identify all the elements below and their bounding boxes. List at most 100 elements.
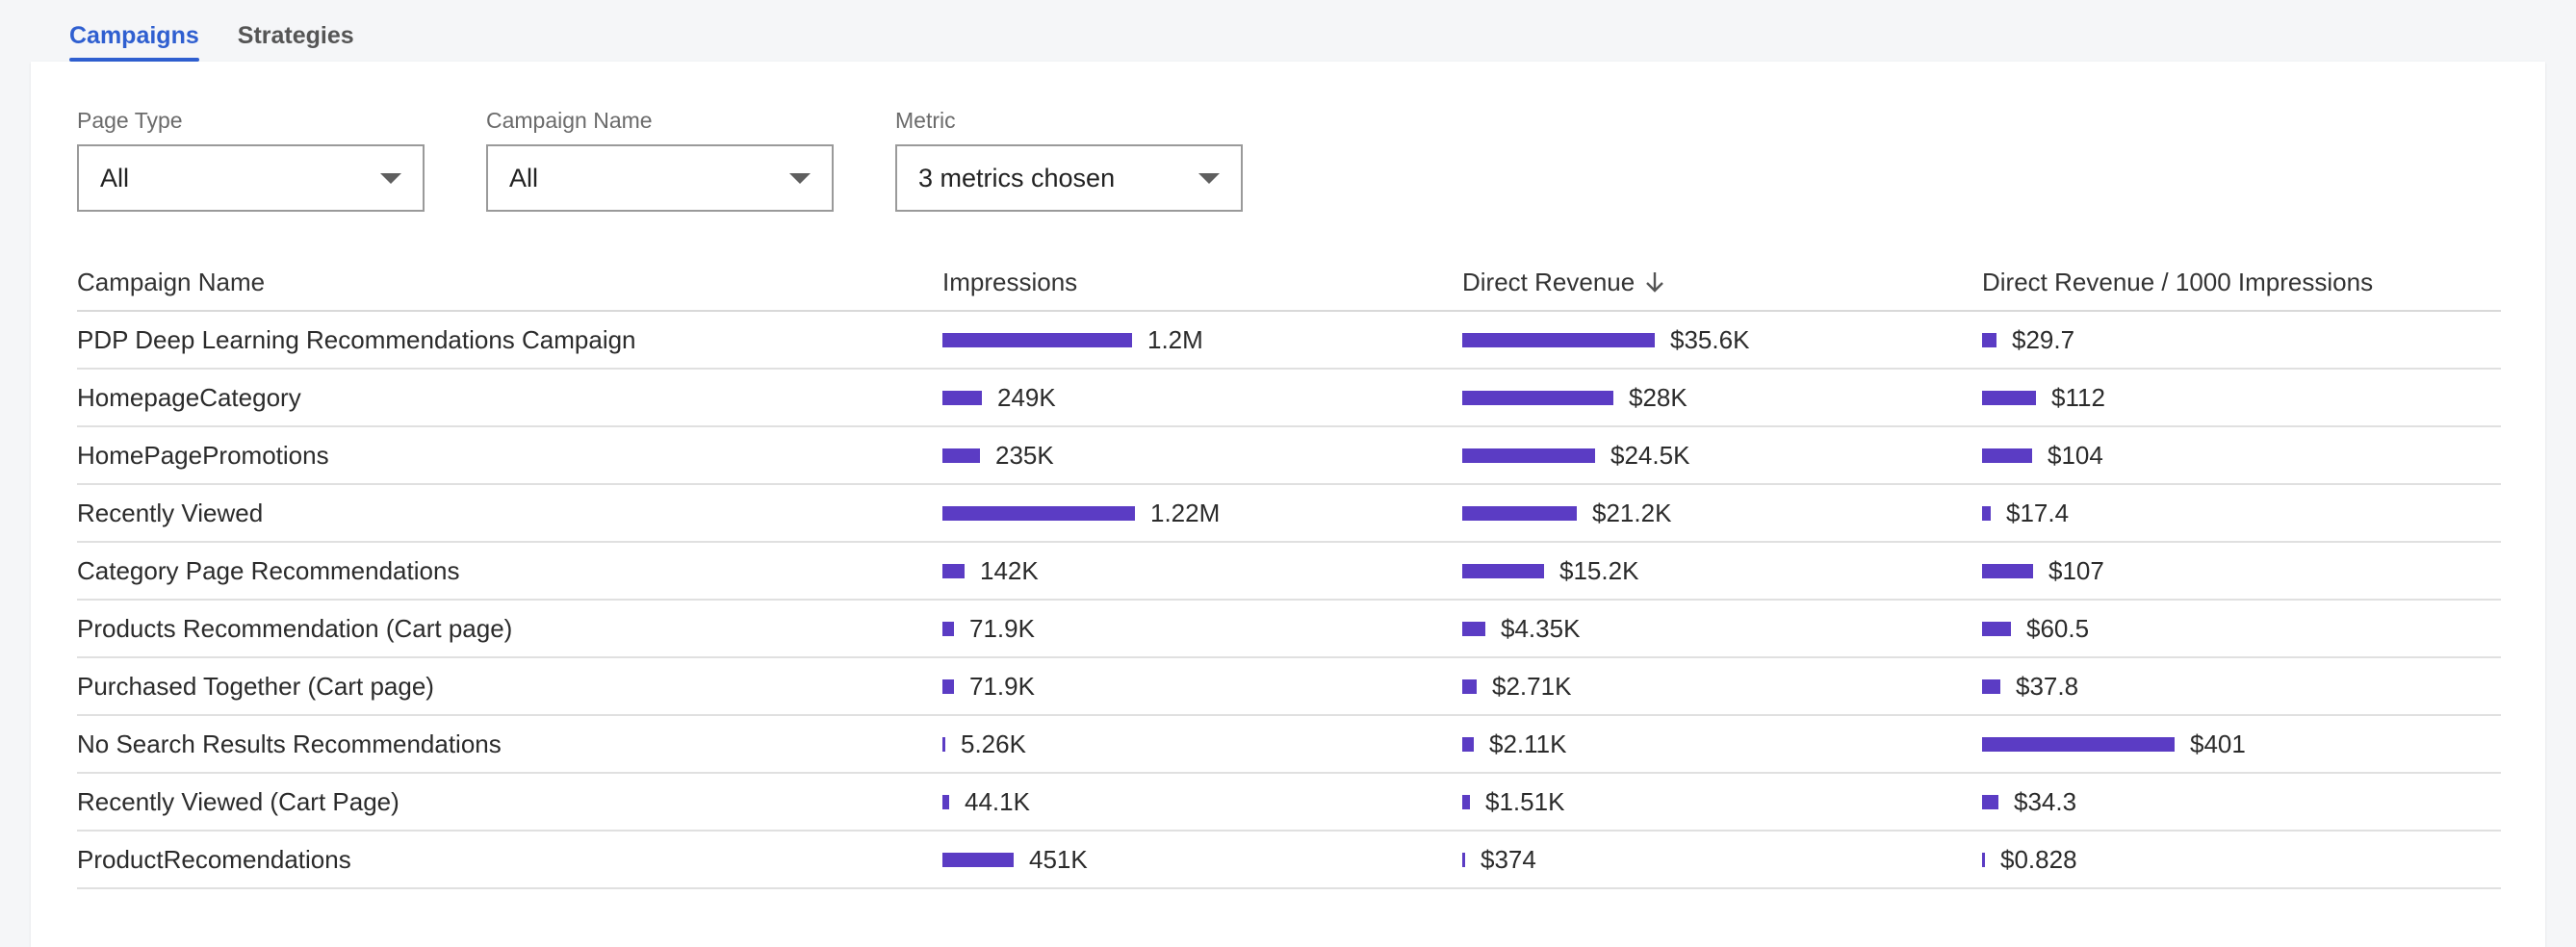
direct-revenue-bar [1462, 390, 1613, 405]
campaign-name-cell[interactable]: No Search Results Recommendations [77, 729, 502, 758]
header-revenue-per-1000[interactable]: Direct Revenue / 1000 Impressions [1982, 268, 2501, 297]
campaign-name-cell[interactable]: Category Page Recommendations [77, 555, 460, 585]
revenue-per-1000-bar [1982, 563, 2033, 578]
campaign-name-cell[interactable]: Recently Viewed [77, 498, 264, 527]
campaign-name-cell[interactable]: ProductRecomendations [77, 844, 351, 874]
metric-label: Metric [895, 108, 956, 133]
direct-revenue-cell: $4.35K [1462, 614, 1982, 644]
campaign-name-cell[interactable]: PDP Deep Learning Recommendations Campai… [77, 324, 636, 354]
revenue-per-1000-value: $29.7 [2012, 324, 2075, 354]
impressions-bar [942, 563, 965, 578]
impressions-cell: 71.9K [942, 614, 1462, 644]
metric-filter: Metric 3 metrics chosen [895, 108, 1243, 212]
impressions-value: 235K [995, 440, 1054, 470]
table-row[interactable]: No Search Results Recommendations 5.26K … [77, 716, 2501, 774]
revenue-per-1000-cell: $34.3 [1982, 787, 2501, 817]
caret-down-icon [789, 172, 811, 184]
table-row[interactable]: Recently Viewed 1.22M $21.2K $17.4 [77, 485, 2501, 543]
metric-select[interactable]: 3 metrics chosen [895, 144, 1243, 212]
impressions-bar [942, 448, 980, 463]
table-row[interactable]: HomePagePromotions 235K $24.5K $104 [77, 427, 2501, 485]
revenue-per-1000-bar [1982, 852, 1985, 867]
impressions-cell: 44.1K [942, 787, 1462, 817]
impressions-value: 71.9K [969, 613, 1035, 643]
campaign-name-select[interactable]: All [486, 144, 834, 212]
campaign-name-cell[interactable]: HomepageCategory [77, 382, 301, 412]
revenue-per-1000-value: $104 [2048, 440, 2103, 470]
revenue-per-1000-value: $34.3 [2014, 786, 2077, 816]
direct-revenue-bar [1462, 563, 1544, 578]
arrow-down-icon [1644, 270, 1665, 294]
impressions-cell: 235K [942, 441, 1462, 471]
header-campaign-name-label: Campaign Name [77, 267, 266, 296]
table-row[interactable]: Recently Viewed (Cart Page) 44.1K $1.51K… [77, 774, 2501, 832]
impressions-cell: 249K [942, 383, 1462, 413]
impressions-value: 1.22M [1150, 498, 1221, 527]
direct-revenue-value: $374 [1481, 844, 1536, 874]
table-row[interactable]: Products Recommendation (Cart page) 71.9… [77, 601, 2501, 658]
header-revenue-per-1000-label: Direct Revenue / 1000 Impressions [1982, 267, 2374, 296]
impressions-bar [942, 390, 982, 405]
table-row[interactable]: Purchased Together (Cart page) 71.9K $2.… [77, 658, 2501, 716]
table-row[interactable]: HomepageCategory 249K $28K $112 [77, 370, 2501, 427]
header-impressions[interactable]: Impressions [942, 268, 1462, 297]
campaign-name-cell[interactable]: Products Recommendation (Cart page) [77, 613, 513, 643]
metric-value: 3 metrics chosen [918, 163, 1116, 192]
campaign-name-filter: Campaign Name All [486, 108, 834, 212]
revenue-per-1000-cell: $0.828 [1982, 845, 2501, 875]
campaign-name-value: All [509, 163, 539, 192]
revenue-per-1000-cell: $107 [1982, 556, 2501, 586]
table-row[interactable]: Category Page Recommendations 142K $15.2… [77, 543, 2501, 601]
revenue-per-1000-cell: $17.4 [1982, 499, 2501, 528]
direct-revenue-value: $15.2K [1559, 555, 1639, 585]
direct-revenue-cell: $2.11K [1462, 729, 1982, 759]
impressions-bar [942, 794, 949, 809]
revenue-per-1000-bar [1982, 505, 1991, 521]
revenue-per-1000-value: $0.828 [2000, 844, 2077, 874]
direct-revenue-bar [1462, 505, 1577, 521]
impressions-cell: 142K [942, 556, 1462, 586]
table-body: PDP Deep Learning Recommendations Campai… [77, 312, 2501, 889]
impressions-value: 44.1K [965, 786, 1030, 816]
page-type-label: Page Type [77, 108, 183, 133]
direct-revenue-value: $24.5K [1610, 440, 1690, 470]
campaign-name-label: Campaign Name [486, 108, 653, 133]
campaign-name-cell[interactable]: Recently Viewed (Cart Page) [77, 786, 399, 816]
revenue-per-1000-bar [1982, 621, 2011, 636]
revenue-per-1000-bar [1982, 448, 2032, 463]
impressions-bar [942, 332, 1132, 347]
page-type-select[interactable]: All [77, 144, 425, 212]
impressions-bar [942, 621, 954, 636]
impressions-cell: 1.22M [942, 499, 1462, 528]
table-row[interactable]: PDP Deep Learning Recommendations Campai… [77, 312, 2501, 370]
tab-bar: Campaigns Strategies [69, 0, 354, 62]
filter-bar: Page Type All Campaign Name All Metric 3… [77, 108, 1243, 212]
direct-revenue-bar [1462, 621, 1485, 636]
tab-strategies[interactable]: Strategies [237, 21, 354, 49]
campaign-name-cell[interactable]: Purchased Together (Cart page) [77, 671, 434, 701]
impressions-bar [942, 852, 1014, 867]
direct-revenue-cell: $1.51K [1462, 787, 1982, 817]
revenue-per-1000-value: $401 [2190, 729, 2246, 758]
direct-revenue-value: $21.2K [1592, 498, 1672, 527]
header-campaign-name[interactable]: Campaign Name [77, 268, 942, 297]
revenue-per-1000-cell: $29.7 [1982, 325, 2501, 355]
impressions-bar [942, 736, 945, 752]
direct-revenue-cell: $24.5K [1462, 441, 1982, 471]
page-type-value: All [100, 163, 130, 192]
impressions-cell: 71.9K [942, 672, 1462, 702]
impressions-bar [942, 678, 954, 694]
direct-revenue-cell: $35.6K [1462, 325, 1982, 355]
revenue-per-1000-bar [1982, 794, 1998, 809]
campaign-name-cell[interactable]: HomePagePromotions [77, 440, 329, 470]
header-direct-revenue[interactable]: Direct Revenue [1462, 268, 1982, 297]
revenue-per-1000-value: $112 [2051, 382, 2105, 412]
revenue-per-1000-bar [1982, 390, 2036, 405]
direct-revenue-bar [1462, 852, 1465, 867]
direct-revenue-value: $2.71K [1492, 671, 1572, 701]
table-row[interactable]: ProductRecomendations 451K $374 $0.828 [77, 832, 2501, 889]
revenue-per-1000-value: $17.4 [2006, 498, 2070, 527]
campaigns-table: Campaign Name Impressions Direct Revenue… [77, 254, 2501, 889]
direct-revenue-value: $2.11K [1489, 729, 1567, 758]
tab-campaigns[interactable]: Campaigns [69, 0, 199, 62]
